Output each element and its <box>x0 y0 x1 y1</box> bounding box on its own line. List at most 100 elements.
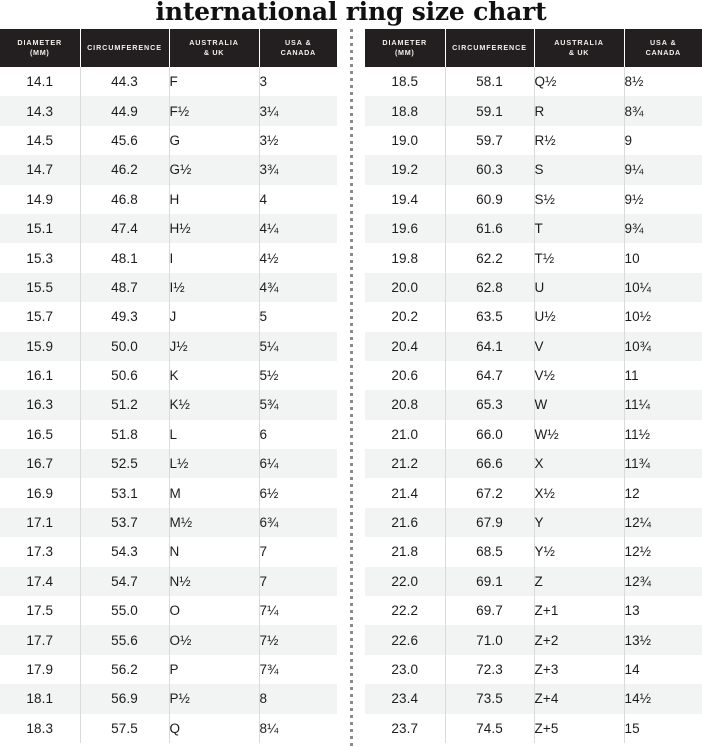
table-row: 21.6 67.9 Y 12¼ <box>365 507 702 538</box>
table-row: 14.9 46.8 H 4 <box>0 184 337 214</box>
table-row: 17.7 55.6 O½ 7½ <box>0 625 337 655</box>
cell-usa-canada: 12¼ <box>624 507 702 538</box>
cell-usa-canada: 13½ <box>624 625 702 655</box>
cell-circumference: 44.9 <box>80 96 170 126</box>
cell-usa-canada: 3¾ <box>259 155 337 185</box>
table-row: 18.5 58.1 Q½ 8½ <box>365 67 702 97</box>
table-row: 23.7 74.5 Z+5 15 <box>365 713 702 743</box>
column-header-australia-uk-sub: & UK <box>568 48 590 57</box>
cell-diameter: 17.4 <box>0 566 81 597</box>
column-header-australia-uk: AUSTRALIA & UK <box>169 29 260 67</box>
cell-diameter: 15.7 <box>0 302 81 332</box>
cell-circumference: 57.5 <box>80 713 170 743</box>
cell-usa-canada: 8 <box>259 684 337 714</box>
cell-diameter: 17.7 <box>0 625 81 655</box>
column-header-usa-canada-label: USA & <box>649 38 677 47</box>
cell-diameter: 21.8 <box>365 537 446 567</box>
cell-diameter: 19.6 <box>365 213 446 244</box>
cell-australia-uk: I <box>169 243 260 273</box>
cell-circumference: 53.7 <box>80 507 170 538</box>
table-row: 15.5 48.7 I½ 4¾ <box>0 272 337 303</box>
cell-australia-uk: Y½ <box>534 537 625 567</box>
table-row: 22.2 69.7 Z+1 13 <box>365 596 702 626</box>
cell-diameter: 17.1 <box>0 507 81 538</box>
table-row: 16.1 50.6 K 5½ <box>0 360 337 391</box>
cell-australia-uk: Q½ <box>534 67 625 97</box>
dotted-divider-line <box>349 29 353 747</box>
column-header-australia-uk-sub: & UK <box>203 48 225 57</box>
cell-diameter: 14.7 <box>0 155 81 185</box>
cell-diameter: 23.0 <box>365 654 446 685</box>
table-row: 20.8 65.3 W 11¼ <box>365 390 702 420</box>
cell-australia-uk: W½ <box>534 419 625 450</box>
cell-circumference: 45.6 <box>80 125 170 156</box>
cell-australia-uk: T <box>534 213 625 244</box>
cell-diameter: 17.5 <box>0 596 81 626</box>
cell-australia-uk: M½ <box>169 507 260 538</box>
cell-australia-uk: U½ <box>534 302 625 332</box>
table-row: 18.1 56.9 P½ 8 <box>0 684 337 714</box>
cell-australia-uk: L <box>169 419 260 450</box>
cell-usa-canada: 4 <box>259 184 337 214</box>
cell-usa-canada: 7¾ <box>259 654 337 685</box>
cell-circumference: 47.4 <box>80 213 170 244</box>
table-row: 14.7 46.2 G½ 3¾ <box>0 155 337 185</box>
cell-circumference: 46.2 <box>80 155 170 185</box>
cell-circumference: 71.0 <box>445 625 535 655</box>
cell-usa-canada: 10¾ <box>624 331 702 361</box>
cell-circumference: 61.6 <box>445 213 535 244</box>
cell-diameter: 14.3 <box>0 96 81 126</box>
cell-circumference: 66.6 <box>445 449 535 479</box>
cell-australia-uk: P <box>169 654 260 685</box>
cell-australia-uk: V <box>534 331 625 361</box>
column-header-circumference: CIRCUMFERENCE <box>445 29 535 67</box>
cell-usa-canada: 6½ <box>259 478 337 508</box>
cell-usa-canada: 4¾ <box>259 272 337 303</box>
cell-circumference: 55.0 <box>80 596 170 626</box>
cell-circumference: 66.0 <box>445 419 535 450</box>
table-row: 20.0 62.8 U 10¼ <box>365 272 702 303</box>
cell-usa-canada: 9½ <box>624 184 702 214</box>
cell-circumference: 58.1 <box>445 67 535 97</box>
cell-diameter: 14.5 <box>0 125 81 156</box>
cell-circumference: 64.7 <box>445 360 535 391</box>
table-row: 18.3 57.5 Q 8¼ <box>0 713 337 743</box>
cell-diameter: 20.2 <box>365 302 446 332</box>
cell-diameter: 22.6 <box>365 625 446 655</box>
cell-diameter: 20.4 <box>365 331 446 361</box>
cell-circumference: 50.6 <box>80 360 170 391</box>
ring-size-table-left: DIAMETER (mm) CIRCUMFERENCE AUSTRALIA & … <box>0 29 337 743</box>
cell-diameter: 18.3 <box>0 713 81 743</box>
table-row: 21.4 67.2 X½ 12 <box>365 478 702 508</box>
cell-circumference: 48.7 <box>80 272 170 303</box>
cell-australia-uk: F½ <box>169 96 260 126</box>
table-row: 20.6 64.7 V½ 11 <box>365 360 702 391</box>
cell-australia-uk: Z+3 <box>534 654 625 685</box>
column-header-usa-canada: USA & CANADA <box>624 29 702 67</box>
cell-circumference: 67.9 <box>445 507 535 538</box>
cell-usa-canada: 6 <box>259 419 337 450</box>
ring-size-table-right: DIAMETER (mm) CIRCUMFERENCE AUSTRALIA & … <box>365 29 702 743</box>
cell-usa-canada: 7 <box>259 537 337 567</box>
cell-australia-uk: Z+5 <box>534 713 625 743</box>
cell-diameter: 21.6 <box>365 507 446 538</box>
table-row: 14.1 44.3 F 3 <box>0 67 337 97</box>
column-header-diameter-sub: (mm) <box>29 48 50 57</box>
column-header-diameter-label: DIAMETER <box>17 38 63 47</box>
cell-usa-canada: 5½ <box>259 360 337 391</box>
table-row: 14.3 44.9 F½ 3¼ <box>0 96 337 126</box>
table-row: 15.1 47.4 H½ 4¼ <box>0 213 337 244</box>
cell-usa-canada: 3¼ <box>259 96 337 126</box>
cell-diameter: 15.9 <box>0 331 81 361</box>
cell-diameter: 17.3 <box>0 537 81 567</box>
left-table-block: DIAMETER (mm) CIRCUMFERENCE AUSTRALIA & … <box>0 29 337 743</box>
cell-usa-canada: 8¾ <box>624 96 702 126</box>
table-row: 15.3 48.1 I 4½ <box>0 243 337 273</box>
cell-usa-canada: 11¼ <box>624 390 702 420</box>
cell-usa-canada: 4½ <box>259 243 337 273</box>
column-header-circumference: CIRCUMFERENCE <box>80 29 170 67</box>
cell-australia-uk: R <box>534 96 625 126</box>
cell-diameter: 20.0 <box>365 272 446 303</box>
cell-usa-canada: 9¾ <box>624 213 702 244</box>
column-header-usa-canada-sub: CANADA <box>645 48 681 57</box>
